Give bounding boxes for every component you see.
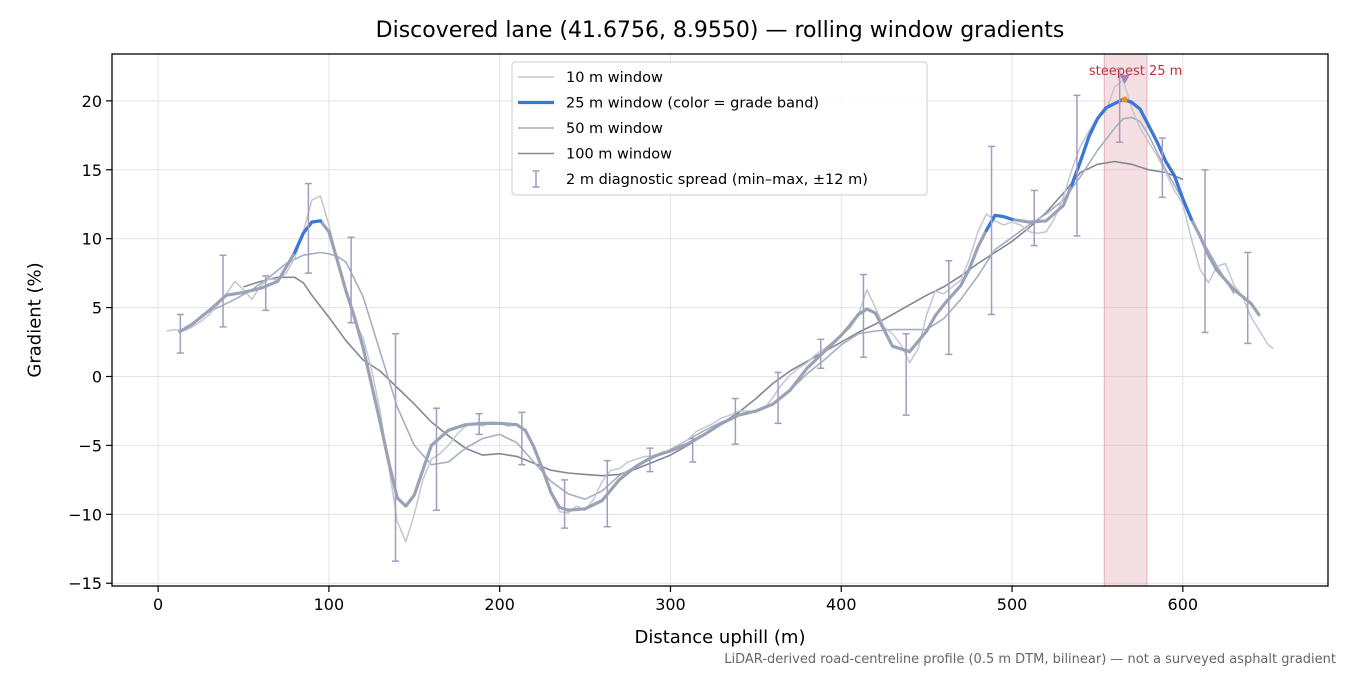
legend-entry-label: 25 m window (color = grade band): [566, 96, 819, 112]
legend-entry-label: 50 m window: [566, 121, 663, 137]
series-25m-grade-band-segment: [1070, 97, 1193, 221]
footnote: LiDAR-derived road-centreline profile (0…: [724, 652, 1336, 667]
x-tick-label: 500: [997, 595, 1028, 614]
series-25m-grade-band-segment: [984, 213, 1014, 232]
legend-entry-label: 2 m diagnostic spread (min–max, ±12 m): [566, 172, 868, 188]
y-tick-label: −15: [68, 574, 102, 593]
y-axis-label: Gradient (%): [24, 262, 46, 378]
highlight-layer: steepest 25 m: [1089, 53, 1182, 587]
axes-layer: 0 100 200 300 400 500 600 −15 −10 −5 0 5 10 15 20: [68, 53, 1329, 614]
legend-box: [511, 61, 928, 196]
y-tick-label: 5: [92, 299, 102, 318]
legend-entry-label: 10 m window: [566, 70, 663, 86]
x-tick-label: 0: [153, 595, 163, 614]
errorbar-layer: [176, 68, 1252, 562]
x-tick-label: 200: [484, 595, 515, 614]
x-tick-label: 400: [826, 595, 857, 614]
y-tick-label: 10: [82, 230, 102, 249]
y-tick-label: −5: [78, 436, 102, 455]
steepest-segment-label: steepest 25 m: [1089, 64, 1182, 79]
y-tick-label: 20: [82, 92, 102, 111]
x-tick-label: 600: [1168, 595, 1199, 614]
marker-layer: [1119, 75, 1130, 103]
x-tick-label: 100: [314, 595, 345, 614]
plot-frame: [111, 53, 1329, 587]
legend: 10 m window 25 m window (color = grade ba…: [511, 61, 928, 196]
x-axis-label: Distance uphill (m): [634, 627, 806, 648]
y-tick-label: 0: [92, 368, 102, 387]
x-tick-label: 300: [655, 595, 686, 614]
y-tick-label: −10: [68, 505, 102, 524]
y-tick-label: 15: [82, 161, 102, 180]
legend-entry-label: 100 m window: [566, 147, 672, 163]
series-25m-grade-band-segment: [293, 219, 322, 255]
peak-marker: [1121, 96, 1128, 103]
chart-title: Discovered lane (41.6756, 8.9550) — roll…: [375, 18, 1065, 43]
peak-triangle-icon: [1119, 75, 1130, 84]
